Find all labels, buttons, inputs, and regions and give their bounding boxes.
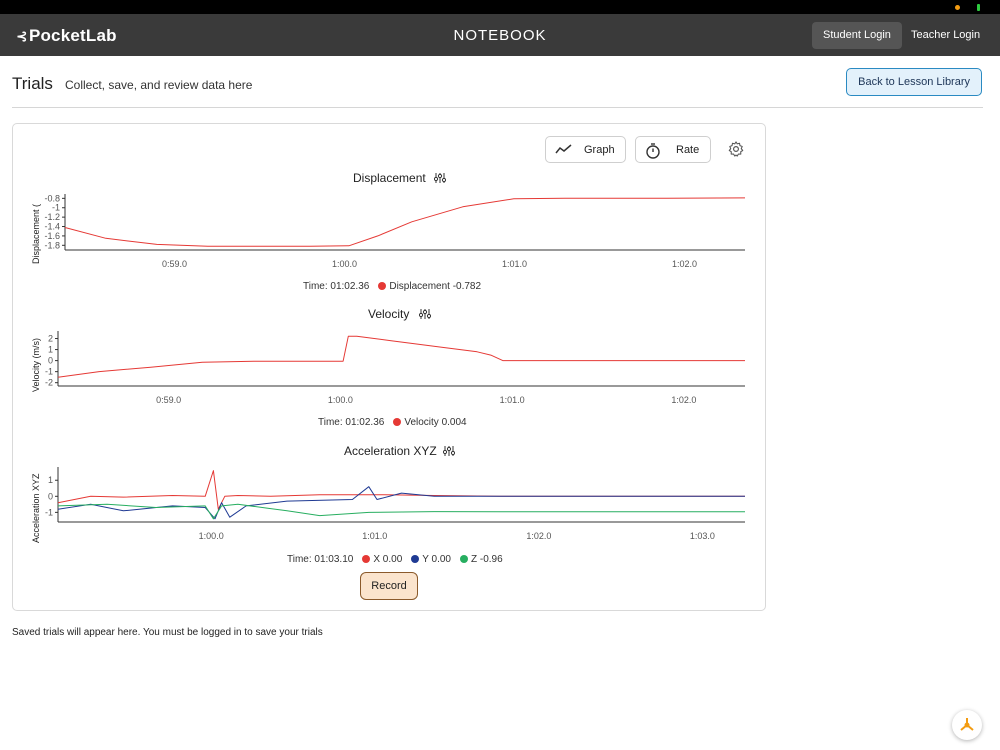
acceleration-y-axis-label: Acceleration XYZ (31, 473, 41, 543)
y-tick-label: 0 (48, 491, 53, 501)
x-tick-label: 0:59.0 (162, 259, 187, 269)
x-tick-label: 1:01.0 (502, 259, 527, 269)
battery-icon (977, 4, 980, 11)
floating-help-button[interactable] (952, 710, 982, 740)
trial-card: Graph Rate Displacement Displacement ( -… (12, 123, 766, 611)
graph-button-label: Graph (584, 144, 615, 156)
teacher-login-button[interactable]: Teacher Login (911, 29, 981, 41)
x-tick-label: 1:00.0 (328, 395, 353, 405)
y-tick-label: -1.6 (44, 231, 60, 241)
y-tick-label: 0 (48, 356, 53, 366)
acceleration-readout-x: X 0.00 (373, 554, 403, 565)
series-line-y (57, 486, 745, 520)
velocity-y-axis-label: Velocity (m/s) (31, 337, 41, 392)
x-tick-label: 1:00.0 (199, 531, 224, 541)
y-tick-label: -1 (52, 203, 60, 213)
acceleration-chart[interactable]: 1 0 -1 1:00.0 1:01.0 1:02.0 1:03.0 (43, 466, 753, 546)
page-header: Trials Collect, save, and review data he… (12, 62, 983, 108)
velocity-chart-title: Velocity (368, 307, 410, 321)
x-legend-dot (362, 555, 371, 563)
mic-indicator-icon (955, 5, 960, 10)
pocketlab-fab-icon (960, 718, 974, 731)
graph-button[interactable]: Graph (545, 136, 626, 163)
acceleration-adjust-icon[interactable] (443, 445, 455, 457)
velocity-readout-value: Velocity 0.004 (404, 417, 467, 428)
x-tick-label: 1:00.0 (332, 259, 357, 269)
y-tick-label: -2 (45, 378, 53, 388)
y-tick-label: 1 (48, 475, 53, 485)
displacement-readout: Time: 01:02.36 Displacement -0.782 (303, 281, 481, 292)
y-tick-label: 2 (48, 334, 53, 344)
x-tick-label: 1:02.0 (526, 531, 551, 541)
pocketlab-logo[interactable]: ⊰PocketLab (16, 26, 117, 46)
displacement-legend-dot (378, 282, 387, 290)
nav-title: NOTEBOOK (453, 27, 547, 44)
acceleration-readout-z: Z -0.96 (471, 554, 503, 565)
x-tick-label: 1:02.0 (671, 395, 696, 405)
back-to-lesson-library-button[interactable]: Back to Lesson Library (846, 68, 982, 96)
stopwatch-icon (646, 143, 660, 159)
displacement-adjust-icon[interactable] (434, 172, 446, 184)
student-login-button[interactable]: Student Login (812, 22, 902, 49)
system-status-bar (0, 0, 1000, 19)
acceleration-readout-y: Y 0.00 (422, 554, 451, 565)
y-tick-label: -1.2 (44, 212, 60, 222)
series-line (57, 335, 745, 378)
pocketlab-logo-icon: ⊰ (16, 28, 28, 44)
y-tick-label: -1 (45, 367, 53, 377)
displacement-readout-value: Displacement -0.782 (389, 281, 482, 292)
series-line (64, 197, 746, 247)
displacement-readout-time: Time: 01:02.36 (303, 281, 370, 292)
displacement-y-axis-label: Displacement ( (31, 203, 41, 264)
logo-text: PocketLab (28, 26, 117, 45)
saved-trials-note: Saved trials will appear here. You must … (12, 627, 323, 638)
acceleration-readout-time: Time: 01:03.10 (287, 554, 354, 565)
y-tick-label: 1 (48, 345, 53, 355)
page-subtitle: Collect, save, and review data here (65, 78, 253, 92)
page-title: Trials (12, 74, 53, 93)
z-legend-dot (460, 555, 468, 563)
rate-button[interactable]: Rate (635, 136, 711, 163)
x-tick-label: 1:02.0 (672, 259, 697, 269)
multitasking-dots[interactable] (492, 6, 508, 19)
y-tick-label: -1.8 (44, 240, 60, 250)
settings-gear-icon[interactable] (727, 140, 745, 158)
top-navbar: ⊰PocketLab NOTEBOOK Student Login Teache… (0, 14, 1000, 56)
velocity-readout-time: Time: 01:02.36 (318, 417, 385, 428)
displacement-chart-title: Displacement (353, 171, 426, 185)
displacement-chart[interactable]: -0.8-1-1.2-1.4-1.6-1.8 0:59.0 1:00.0 1:01.0… (43, 193, 753, 274)
y-legend-dot (411, 555, 420, 563)
velocity-chart[interactable]: 210-1-2 0:59.0 1:00.0 1:01.0 1:02.0 (43, 330, 753, 410)
acceleration-readout: Time: 01:03.10 X 0.00 Y 0.00 Z -0.96 (287, 554, 503, 565)
rate-button-label: Rate (676, 144, 700, 156)
record-button[interactable]: Record (360, 572, 418, 600)
y-tick-label: -1 (45, 507, 53, 517)
y-tick-label: -1.4 (44, 222, 60, 232)
x-tick-label: 1:03.0 (690, 531, 715, 541)
x-tick-label: 1:01.0 (362, 531, 387, 541)
line-graph-icon (555, 144, 572, 154)
velocity-readout: Time: 01:02.36 Velocity 0.004 (318, 417, 467, 428)
x-tick-label: 1:01.0 (500, 395, 525, 405)
x-tick-label: 0:59.0 (156, 395, 181, 405)
series-line-x (57, 470, 745, 510)
velocity-legend-dot (393, 418, 402, 426)
acceleration-chart-title: Acceleration XYZ (344, 444, 437, 458)
series-line-z (57, 503, 745, 520)
y-tick-label: -0.8 (44, 193, 60, 203)
velocity-adjust-icon[interactable] (419, 308, 431, 320)
